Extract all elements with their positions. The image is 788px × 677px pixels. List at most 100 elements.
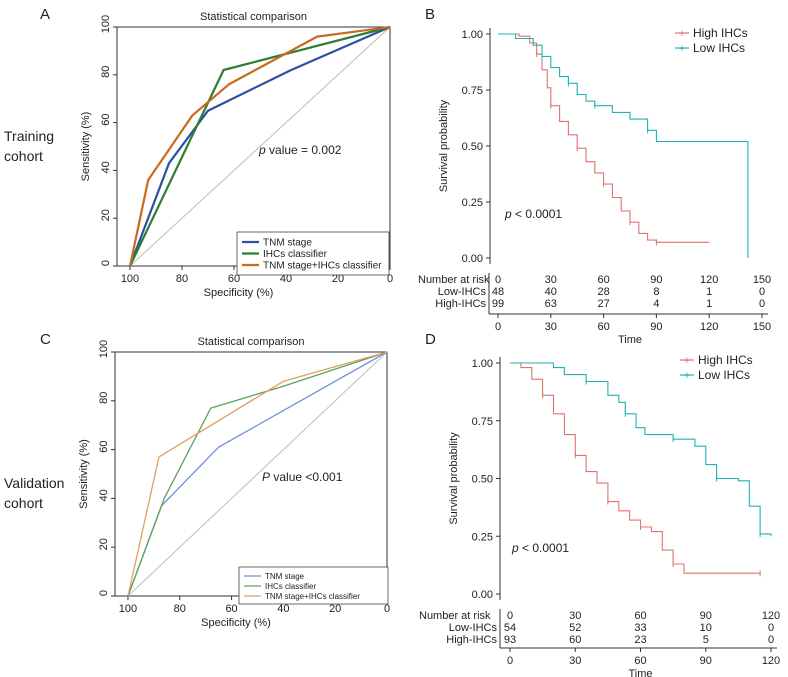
km-panel-d-risk-header: Number at risk [419,610,491,622]
km-panel-b-legend-label: High IHCs [693,26,748,40]
km-panel-b-pvalue: p < 0.0001 [504,207,562,221]
roc-panel-c-ytick-label: 60 [98,440,110,452]
roc-panel-a-diagonal [129,26,391,267]
roc-panel-c-series-tnm-stage-ihcs-classifier [127,351,388,597]
km-panel-b-ytick-label: 0.50 [462,141,483,153]
km-panel-b-risk-axis-label: 90 [650,321,662,333]
roc-panel-a-annotation-italic: p [258,143,266,157]
row-label-training-line1: Training [4,128,55,144]
roc-panel-c-legend-label: IHCs classifier [265,582,316,591]
roc-panel-a: 100 80 60 40 20 0 0 20 40 60 80 100 Statistical comp… [80,11,393,299]
km-panel-b-risk-value: 48 [492,286,504,298]
roc-panel-a-legend-box [236,231,390,276]
roc-panel-c-legend-box [238,566,389,605]
km-panel-d-risk-axis-label: 90 [700,655,712,667]
km-panel-b-risk-row-label: High-IHCs [435,298,486,310]
roc-panel-a-ytick-label: 60 [100,113,112,125]
km-panel-d-ytick-label: 0.75 [472,416,493,428]
panel-letter-b: B [425,6,435,23]
km-panel-b-risk-row-label: Low-IHCs [438,286,487,298]
km-panel-b-risk-value: 63 [545,298,557,310]
roc-panel-c-legend-label: TNM stage+IHCs classifier [265,592,360,601]
roc-panel-c-xtick-label: 40 [277,603,289,615]
roc-panel-c-ytick-label: 40 [98,489,110,501]
km-panel-d-risk-axis-label: 60 [634,655,646,667]
km-panel-d-risk-time: 30 [569,610,581,622]
km-panel-d-risk-value: 23 [634,634,646,646]
roc-panel-a-xtick-label: 20 [332,273,344,285]
km-panel-b-risk-axis-label: 120 [700,321,718,333]
km-panel-d-xlabel: Time [628,668,652,677]
roc-panel-a-ylabel: Sensitivity (%) [80,112,92,182]
km-panel-d-risk-value: 93 [504,634,516,646]
km-panel-b-risk-value: 40 [545,286,557,298]
roc-panel-a-xtick-label: 100 [121,273,139,285]
km-panel-b-pvalue-text: < 0.0001 [512,207,563,221]
km-panel-b-risk-value: 0 [759,298,765,310]
roc-panel-c-ytick-label: 100 [98,340,110,358]
roc-panel-c-legend-label: TNM stage [265,572,305,581]
km-panel-d-risk-value: 54 [504,622,516,634]
roc-panel-a-ytick-label: 0 [100,260,112,266]
roc-panel-c-xtick-label: 60 [225,603,237,615]
roc-panel-c-annotation: P value <0.001 [262,470,343,484]
panel-letter-d: D [425,331,436,348]
km-panel-d-risk-time: 60 [634,610,646,622]
km-panel-b-risk-time: 30 [545,274,557,286]
km-panel-d-curve-high-ihcs [510,362,761,574]
km-panel-b-risk-value: 27 [597,298,609,310]
roc-panel-a-xtick-label: 80 [176,273,188,285]
roc-panel-c-ytick-label: 80 [98,392,110,404]
km-panel-b-risk-axis-label: 30 [545,321,557,333]
km-panel-b: 0.00 0.25 0.50 0.75 1.00 Survival probability… [418,26,771,346]
roc-panel-a-ytick-label: 80 [100,66,112,78]
km-panel-b-curve-low-ihcs [498,33,749,258]
km-panel-b-risk-time: 120 [700,274,718,286]
roc-panel-a-series-tnm-stage [128,25,391,267]
roc-panel-c-xtick-label: 0 [384,603,390,615]
km-panel-b-risk-axis-label: 150 [753,321,771,333]
roc-panel-a-ytick-label: 20 [100,209,112,221]
roc-panel-c-ytick-label: 20 [98,538,110,550]
roc-panel-a-series-tnm-stage-ihcs-classifier [128,25,391,267]
km-panel-b-risk-value: 4 [653,298,659,310]
roc-panel-a-series-ihcs-classifier [129,25,391,267]
km-panel-d-risk-value: 33 [634,622,646,634]
km-panel-b-xlabel: Time [618,334,642,346]
roc-panel-c: 100 80 60 40 20 0 0 20 40 60 80 100 Statistical comp… [78,336,390,629]
km-panel-d-ytick-label: 0.00 [472,589,493,601]
km-panel-b-legend-label: Low IHCs [693,41,745,55]
km-panel-b-risk-time: 150 [753,274,771,286]
km-panel-b-risk-axis-label: 60 [597,321,609,333]
km-panel-d-legend-plus: + [684,355,690,367]
km-panel-d-risk-time: 0 [507,610,513,622]
km-panel-b-risk-value: 99 [492,298,504,310]
km-panel-d-ytick-label: 0.50 [472,474,493,486]
km-panel-b-risk-value: 0 [759,286,765,298]
row-label-validation-line2: cohort [4,495,43,511]
roc-panel-c-xtick-label: 100 [119,603,137,615]
row-label-validation: Validation cohort [4,473,64,513]
km-panel-d-legend-plus: + [684,370,690,382]
km-panel-b-curve-high-ihcs [498,33,710,243]
row-label-validation-line1: Validation [4,475,65,491]
roc-panel-a-ytick-label: 100 [100,15,112,33]
km-panel-d-pvalue-italic: p [511,541,519,555]
km-panel-b-ytick-label: 0.75 [462,85,483,97]
km-panel-d-risk-value: 5 [703,634,709,646]
row-label-training-line2: cohort [4,148,43,164]
km-panel-d-pvalue-text: < 0.0001 [519,541,570,555]
roc-panel-c-xtick-label: 20 [329,603,341,615]
roc-panel-a-legend-label: TNM stage [263,238,312,249]
roc-panel-a-legend-label: TNM stage+IHCs classifier [263,261,382,272]
km-panel-b-ylabel: Survival probability [438,99,450,192]
km-panel-d-risk-time: 90 [700,610,712,622]
km-panel-d-risk-axis-label: 0 [507,655,513,667]
roc-panel-c-xtick-label: 80 [174,603,186,615]
km-panel-b-risk-value: 1 [706,298,712,310]
km-panel-b-ytick-label: 0.25 [462,197,483,209]
roc-panel-a-xtick-label: 40 [280,273,292,285]
roc-panel-a-xlabel: Specificity (%) [204,287,274,299]
roc-panel-a-annotation-text: value = 0.002 [266,143,342,157]
km-panel-b-risk-time: 90 [650,274,662,286]
